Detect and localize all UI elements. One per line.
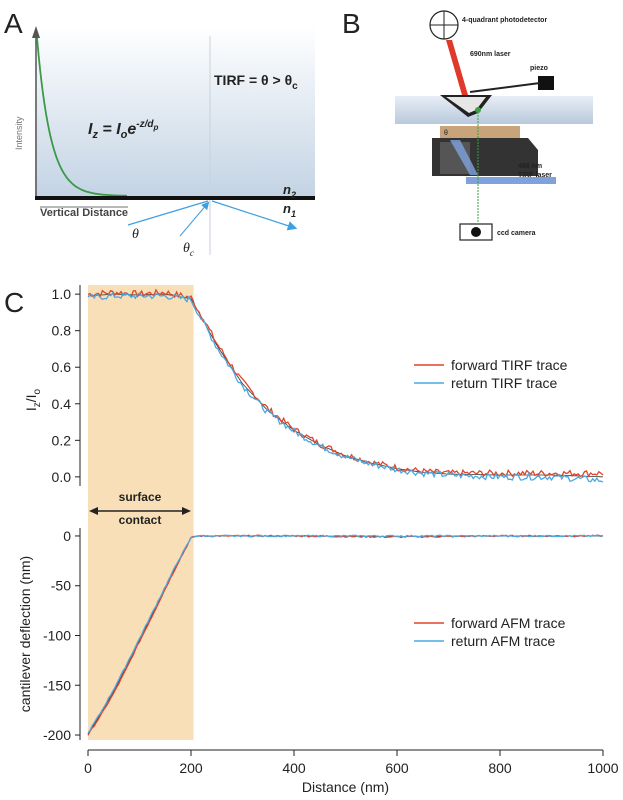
surface-contact-arrow-right [182, 507, 191, 515]
y-tick-label: 0.0 [52, 469, 72, 485]
panel-b-letter: B [342, 8, 361, 39]
panel-a: A Intensity Iz = Ioe-z/dp TIRF = θ > θc … [4, 8, 315, 258]
panel-a-formula: Iz = Ioe-z/dp [88, 119, 159, 141]
legend-label: return AFM trace [451, 633, 555, 649]
panel-b: B 4-quadrant photodetector 690nm laser p… [342, 8, 593, 241]
panel-a-n1: n1 [283, 201, 296, 219]
panel-a-tirf-condition: TIRF = θ > θc [214, 72, 298, 92]
x-tick-label: 200 [179, 760, 203, 776]
y-tick-label: 1.0 [52, 286, 72, 302]
surface-contact-label-1: surface [119, 490, 162, 504]
panel-a-reflected-ray [211, 200, 298, 231]
tirf-chart: 1.0 0.8 0.6 0.4 0.2 0.0 forward TIRF trace retu… [23, 285, 604, 486]
y-tick-label: -50 [51, 578, 71, 594]
y-tick-label: -150 [43, 677, 71, 693]
surface-contact-region [88, 285, 194, 740]
panel-c: C 1.0 0.8 0.6 0.4 0.2 0.0 forward TIRF trace re… [4, 285, 619, 795]
tirf-488-label: 488 nm TIRF laser [518, 163, 552, 179]
ccd-camera-label: ccd camera [497, 230, 536, 237]
panel-b-theta: θ [444, 130, 448, 137]
panel-a-incident-ray [127, 200, 209, 226]
y-tick-label: 0.4 [52, 396, 72, 412]
green-spot [475, 107, 481, 113]
afm-chart: 0 -50 -100 -150 -200 forward AFM trace return … [17, 528, 619, 795]
x-axis-label: Distance (nm) [302, 779, 389, 795]
panel-a-background [35, 26, 315, 198]
cantilever-arm [469, 82, 541, 93]
y-axis-label-tirf: Iz/Io [23, 388, 43, 411]
x-tick-label: 1000 [587, 760, 618, 776]
panel-a-vertical-distance: Vertical Distance [40, 207, 128, 219]
y-tick-label: -200 [43, 727, 71, 743]
panel-a-axis-arrowhead [32, 26, 40, 38]
y-tick-label: 0 [63, 528, 71, 544]
legend-label: return TIRF trace [451, 375, 558, 391]
x-tick-label: 600 [385, 760, 409, 776]
laser-690-label: 690nm laser [470, 51, 511, 58]
panel-a-theta: θ [132, 227, 139, 242]
x-tick-label: 0 [84, 760, 92, 776]
panel-a-theta-c: θc [183, 241, 194, 258]
panel-a-intensity-label: Intensity [14, 116, 24, 150]
panel-a-interface [35, 196, 315, 200]
x-tick-label: 800 [488, 760, 512, 776]
ccd-camera-lens [471, 227, 481, 237]
surface-contact-arrow-left [89, 507, 98, 515]
series-line-return [87, 291, 604, 483]
panel-c-letter: C [4, 287, 24, 318]
tirf-laser-bar [466, 177, 556, 184]
surface-contact-label-2: contact [119, 513, 162, 527]
sample-layer [395, 96, 593, 124]
y-tick-label: 0.6 [52, 359, 72, 375]
panel-a-letter: A [4, 8, 23, 39]
piezo-label: piezo [530, 65, 548, 72]
immersion-oil [440, 126, 520, 138]
legend-label: forward TIRF trace [451, 357, 568, 373]
y-axis-label-afm: cantilever deflection (nm) [17, 556, 33, 712]
blue-laser-in-objective [450, 140, 478, 175]
panel-a-decay-curve [36, 37, 128, 197]
y-tick-label: 0.2 [52, 432, 72, 448]
y-tick-label: -100 [43, 627, 71, 643]
legend-label: forward AFM trace [451, 615, 566, 631]
red-laser-beam [446, 40, 468, 95]
photodetector-label: 4-quadrant photodetector [462, 17, 547, 24]
panel-a-n2: n2 [283, 182, 296, 200]
piezo-block [538, 76, 554, 90]
y-tick-label: 0.8 [52, 323, 72, 339]
panel-a-critical-ray [179, 201, 210, 237]
x-tick-label: 400 [282, 760, 306, 776]
series-line-return [87, 534, 604, 734]
